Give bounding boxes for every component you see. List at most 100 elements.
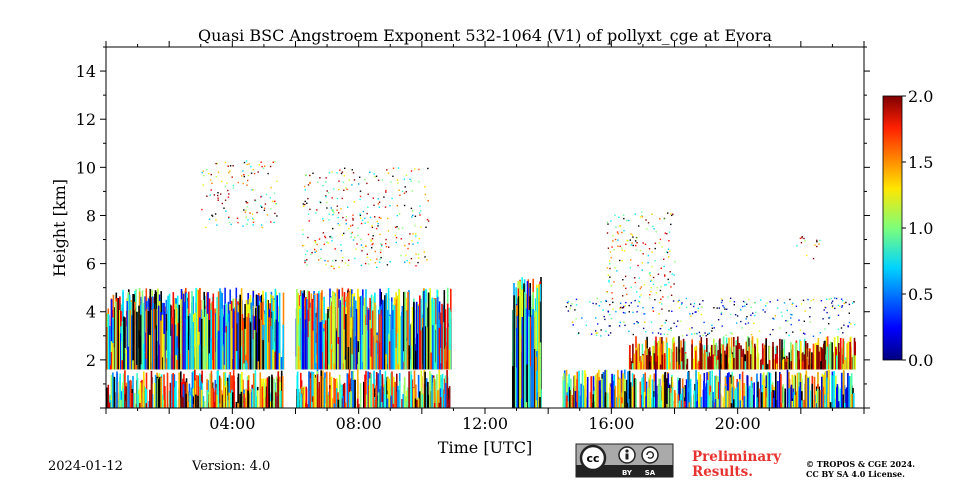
heatmap-pixel [566,301,569,304]
heatmap-pixel [125,349,127,370]
heatmap-pixel [804,341,807,370]
heatmap-pixel [608,281,610,283]
heatmap-pixel [272,349,274,370]
heatmap-pixel [614,267,616,269]
heatmap-pixel [400,254,402,257]
heatmap-pixel [809,321,811,323]
heatmap-pixel [422,393,425,408]
heatmap-pixel [331,398,334,408]
heatmap-pixel [653,373,656,408]
heatmap-pixel [246,184,248,186]
heatmap-pixel [725,334,727,336]
heatmap-pixel [312,330,314,370]
heatmap-pixel [397,390,400,408]
heatmap-pixel [699,343,702,370]
heatmap-pixel [651,265,653,268]
heatmap-pixel [619,245,621,248]
heatmap-pixel [261,206,263,208]
heatmap-pixel [695,370,697,408]
heatmap-pixel [720,311,723,314]
heatmap-pixel [172,373,174,408]
heatmap-pixel [328,318,330,370]
heatmap-pixel [769,301,771,303]
heatmap-pixel [678,380,680,408]
heatmap-pixel [124,317,126,370]
heatmap-pixel [742,300,745,303]
heatmap-pixel [607,274,609,276]
heatmap-pixel [606,267,609,269]
heatmap-pixel [131,315,133,370]
heatmap-pixel [123,316,125,370]
heatmap-pixel [417,398,420,408]
heatmap-pixel [579,395,581,408]
heatmap-pixel [717,319,720,321]
heatmap-pixel [280,370,283,408]
heatmap-pixel [765,338,767,370]
heatmap-pixel [651,359,654,370]
heatmap-pixel [175,355,177,370]
heatmap-pixel [649,374,652,408]
heatmap-pixel [668,348,671,370]
heatmap-pixel [638,300,640,303]
heatmap-pixel [245,200,247,203]
heatmap-pixel [189,335,191,370]
heatmap-pixel [228,392,230,408]
heatmap-pixel [652,307,654,309]
heatmap-pixel [280,391,282,408]
heatmap-pixel [357,403,360,408]
heatmap-pixel [246,316,248,370]
heatmap-pixel [208,173,210,175]
heatmap-pixel [713,307,715,309]
heatmap-pixel [823,343,825,370]
heatmap-pixel [260,196,262,198]
heatmap-pixel [124,370,126,408]
heatmap-pixel [639,381,642,408]
heatmap-pixel [396,215,398,217]
heatmap-pixel [322,184,324,187]
heatmap-pixel [400,238,402,240]
heatmap-pixel [257,361,260,370]
heatmap-pixel [127,346,129,370]
heatmap-pixel [664,275,666,277]
heatmap-pixel [733,399,735,408]
heatmap-pixel [650,286,652,289]
heatmap-pixel [768,346,771,370]
heatmap-pixel [595,317,597,319]
heatmap-pixel [399,316,402,370]
heatmap-pixel [634,213,636,215]
heatmap-pixel [320,257,322,259]
heatmap-pixel [680,320,682,322]
heatmap-pixel [386,264,389,266]
heatmap-pixel [426,218,429,221]
heatmap-pixel [622,311,625,314]
heatmap-pixel [274,212,276,215]
heatmap-pixel [374,250,376,253]
heatmap-pixel [585,324,587,327]
heatmap-pixel [653,396,656,408]
heatmap-pixel [371,238,374,240]
heatmap-pixel [316,243,318,246]
heatmap-pixel [108,402,111,408]
heatmap-pixel [611,292,613,294]
heatmap-pixel [306,299,308,370]
heatmap-pixel [807,298,809,301]
heatmap-pixel [387,172,390,174]
heatmap-pixel [328,352,331,370]
heatmap-pixel [627,371,629,408]
heatmap-pixel [696,332,698,335]
heatmap-pixel [595,334,598,336]
heatmap-pixel [436,374,438,408]
heatmap-pixel [634,378,636,408]
heatmap-pixel [325,263,327,266]
heatmap-pixel [169,335,172,370]
heatmap-pixel [417,375,420,408]
heatmap-pixel [373,296,375,370]
heatmap-pixel [245,360,247,370]
heatmap-pixel [668,240,670,242]
heatmap-pixel [632,343,634,370]
heatmap-pixel [331,240,333,242]
heatmap-pixel [729,297,732,299]
heatmap-region [201,160,278,229]
heatmap-pixel [319,177,321,179]
heatmap-pixel [791,401,794,408]
